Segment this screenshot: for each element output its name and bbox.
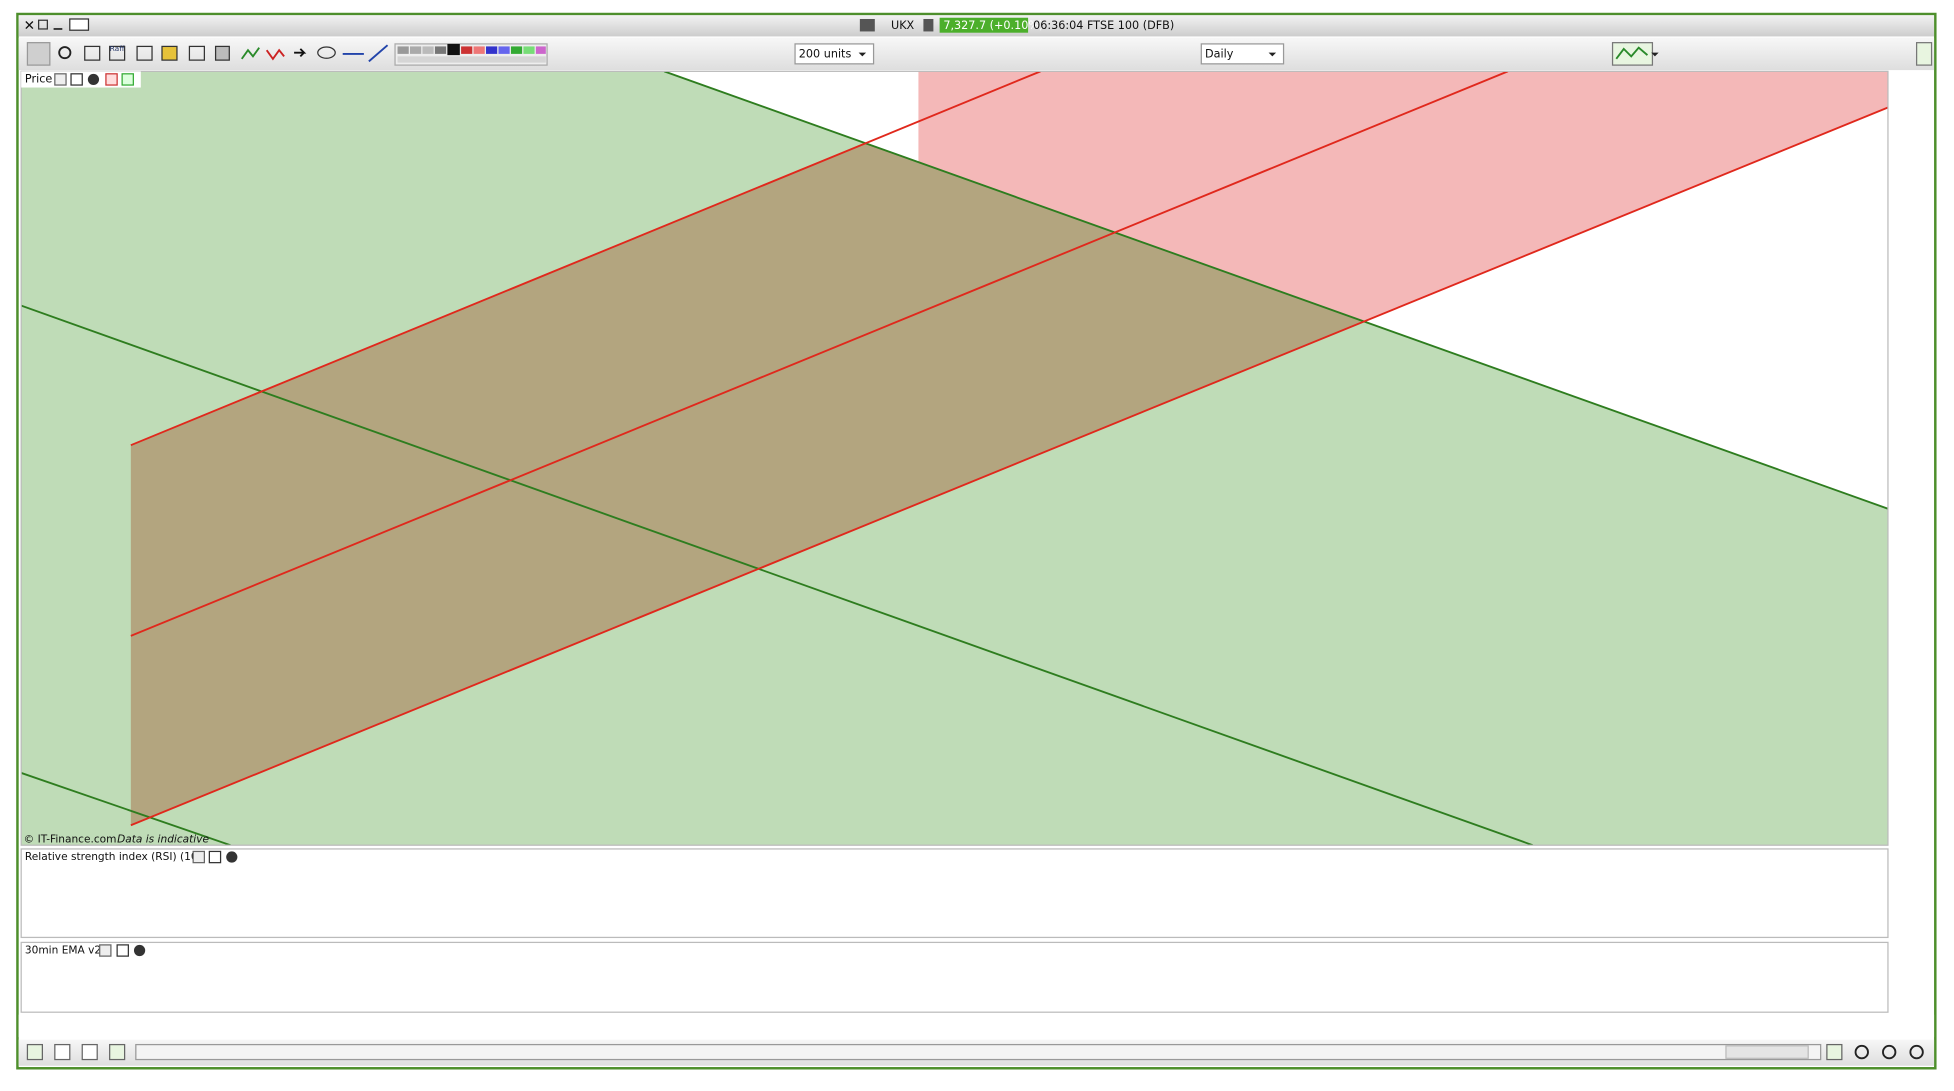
pointer-tool[interactable] — [26, 42, 51, 66]
add-icon[interactable] — [121, 73, 134, 86]
side-button[interactable] — [1915, 42, 1933, 66]
swatch[interactable] — [498, 46, 510, 54]
bottom-tool[interactable] — [26, 1043, 43, 1061]
hammer-tool[interactable] — [188, 45, 205, 61]
fib-tool[interactable] — [84, 45, 101, 61]
swatch[interactable] — [535, 46, 546, 54]
alert-tool[interactable] — [161, 45, 178, 61]
trendline — [21, 304, 1534, 846]
close-icon[interactable] — [226, 851, 238, 863]
ellipse-tool[interactable] — [317, 46, 336, 59]
trend-tool[interactable] — [368, 44, 389, 63]
swatch[interactable] — [422, 46, 434, 54]
settings-icon[interactable] — [99, 944, 112, 957]
swatch[interactable] — [397, 46, 409, 54]
swatch-row[interactable] — [397, 56, 546, 63]
chart-style-icon — [1615, 46, 1649, 60]
text-tool[interactable] — [136, 45, 153, 61]
trendline — [663, 71, 1888, 510]
channel-line — [130, 71, 1041, 447]
swatch[interactable] — [510, 46, 523, 54]
zoom-out[interactable] — [1882, 1044, 1897, 1060]
raff-label: Raff — [110, 44, 126, 53]
dropdown-arrow — [1268, 52, 1277, 57]
swatch[interactable] — [461, 46, 473, 54]
dropdown-arrow — [858, 52, 867, 57]
pair-icon — [859, 18, 875, 32]
zoom-range[interactable] — [1854, 1044, 1869, 1060]
zoom-tool[interactable] — [58, 46, 72, 60]
units-dropdown[interactable]: 200 units — [794, 43, 875, 65]
settings-icon[interactable] — [192, 850, 205, 864]
rsi-panel — [20, 848, 1889, 939]
date-axis — [18, 1014, 1935, 1038]
add-icon[interactable] — [105, 73, 118, 86]
scroll-thumb[interactable] — [1725, 1045, 1809, 1059]
title-info: 06:36:04 FTSE 100 (DFB) — [1033, 19, 1174, 32]
window-icon[interactable] — [70, 73, 83, 86]
raff-tool[interactable] — [109, 45, 126, 61]
wave-tool[interactable] — [265, 48, 285, 61]
interval-value[interactable]: Daily — [1205, 48, 1234, 61]
swatch[interactable] — [447, 43, 460, 56]
close-icon[interactable] — [87, 73, 100, 86]
delete-tool[interactable] — [214, 45, 230, 61]
channel-line — [130, 106, 1888, 827]
swatch[interactable] — [486, 46, 498, 54]
color-palette[interactable] — [394, 43, 548, 66]
channel-line — [130, 71, 1509, 637]
channel-zone — [130, 143, 1365, 826]
dropdown-arrow — [1651, 52, 1659, 57]
units-value[interactable]: 200 units — [799, 48, 852, 61]
arrow-tool[interactable] — [294, 48, 307, 58]
price-badge — [939, 17, 1029, 33]
price-change: 7,327.7 (+0.10%) — [943, 19, 1043, 32]
rsi-title: Relative strength index (RSI) (10) — [25, 851, 202, 863]
symbol: UKX — [891, 19, 915, 32]
copyright: © IT-Finance.com — [24, 834, 117, 846]
price-panel-border — [20, 70, 1889, 846]
zoom-in[interactable] — [1909, 1044, 1924, 1060]
swatch[interactable] — [409, 46, 422, 54]
bottom-tool[interactable] — [81, 1043, 98, 1061]
settings-icon[interactable] — [54, 73, 67, 86]
swatch[interactable] — [523, 46, 535, 54]
line-tool[interactable] — [240, 47, 260, 60]
swatch[interactable] — [473, 46, 485, 54]
close-icon[interactable]: ✕ — [24, 18, 35, 34]
scrollbar[interactable] — [135, 1043, 1822, 1061]
window-icon[interactable] — [116, 944, 129, 957]
interval-dropdown[interactable]: Daily — [1200, 43, 1285, 65]
drawing-tools[interactable]: Raff — [26, 42, 389, 66]
units-box[interactable] — [794, 43, 875, 65]
bottom-tool[interactable] — [54, 1043, 71, 1061]
bottom-tool[interactable] — [109, 1043, 126, 1061]
ema-panel — [20, 941, 1889, 1013]
window-icon[interactable] — [208, 850, 222, 864]
swatch[interactable] — [434, 46, 447, 54]
trendline — [21, 772, 231, 846]
info-icon[interactable] — [923, 18, 934, 32]
red-zone — [918, 71, 1888, 322]
restore-icon[interactable] — [38, 19, 48, 30]
ema-title: 30min EMA v2 — [25, 945, 101, 957]
zoom-fit[interactable] — [1826, 1043, 1843, 1061]
keyboard-icon[interactable] — [69, 18, 90, 31]
window-controls[interactable]: ✕ — [24, 18, 90, 34]
close-icon[interactable] — [133, 944, 146, 957]
price-label: Price — [25, 72, 52, 85]
disclaimer: Data is indicative — [117, 834, 209, 846]
interval-box[interactable] — [1200, 43, 1285, 65]
